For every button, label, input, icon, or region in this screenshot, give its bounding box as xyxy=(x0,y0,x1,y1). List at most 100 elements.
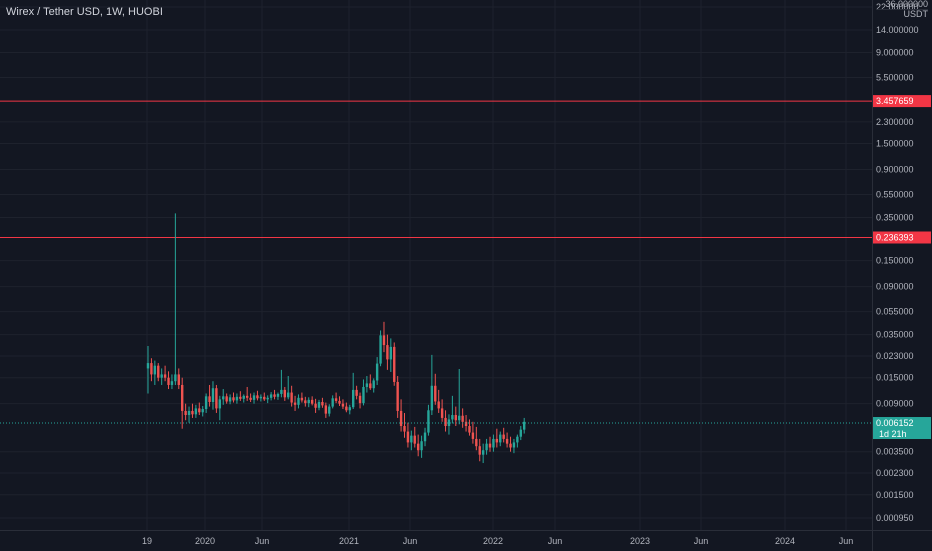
candle xyxy=(416,434,420,457)
candle-body xyxy=(451,415,454,420)
candle xyxy=(362,379,365,406)
candle xyxy=(454,406,457,427)
candle xyxy=(444,410,447,432)
candle xyxy=(427,404,430,436)
candle-body xyxy=(201,409,204,413)
candle-body xyxy=(492,438,495,448)
candle xyxy=(413,426,416,448)
candle-body xyxy=(232,397,235,401)
candle xyxy=(222,389,225,405)
candle-body xyxy=(245,395,249,398)
candle xyxy=(464,415,468,432)
candle xyxy=(321,397,324,408)
candle-body xyxy=(362,386,365,404)
candle-body xyxy=(475,438,478,447)
candle xyxy=(215,384,218,413)
candle xyxy=(334,392,338,404)
time-axis[interactable] xyxy=(0,530,872,551)
candle xyxy=(365,376,369,393)
candle-body xyxy=(235,396,239,401)
candle xyxy=(519,426,522,441)
candle-body xyxy=(505,438,509,444)
candle xyxy=(170,374,174,390)
candle xyxy=(174,213,177,385)
candle-body xyxy=(184,410,187,416)
candle xyxy=(399,399,403,432)
candle-body xyxy=(523,421,526,430)
candle-body xyxy=(365,383,369,387)
candle xyxy=(157,363,160,382)
candle-body xyxy=(341,403,345,407)
candle xyxy=(375,357,379,385)
candle-body xyxy=(187,410,191,416)
candle xyxy=(352,372,355,410)
candle-body xyxy=(328,406,331,414)
candle xyxy=(488,436,492,452)
candle-body xyxy=(150,363,153,375)
candle xyxy=(181,377,184,429)
candle-body xyxy=(434,385,437,402)
candle-body xyxy=(324,405,328,414)
candle xyxy=(420,435,423,458)
candle xyxy=(389,338,393,372)
candle xyxy=(396,376,399,418)
candle-body xyxy=(208,396,211,403)
price-axis[interactable] xyxy=(872,0,932,530)
candle-body xyxy=(458,415,461,421)
candle-body xyxy=(146,363,150,369)
candle-body xyxy=(283,389,286,398)
candle-body xyxy=(297,397,300,405)
candle xyxy=(495,428,499,448)
candle xyxy=(338,396,341,406)
price-axis-top-value: 36.000000 xyxy=(885,0,928,9)
candle-body xyxy=(437,401,440,409)
candle-body xyxy=(307,399,310,404)
candle-body xyxy=(372,380,375,389)
candle xyxy=(252,392,256,404)
candle-body xyxy=(485,443,488,451)
candle xyxy=(273,389,276,400)
candles xyxy=(146,213,526,464)
candle-body xyxy=(478,446,481,455)
candle-body xyxy=(177,374,180,385)
candle-body xyxy=(181,384,184,411)
candle xyxy=(485,438,488,455)
candle-body xyxy=(191,410,194,415)
candle xyxy=(348,404,351,415)
candle xyxy=(293,395,297,411)
candle xyxy=(423,427,427,447)
candle xyxy=(317,399,321,411)
symbol-title[interactable]: Wirex / Tether USD, 1W, HUOBI xyxy=(6,6,163,18)
candle xyxy=(314,398,317,413)
candle xyxy=(167,371,170,390)
candle-body xyxy=(410,435,413,443)
candle-body xyxy=(389,346,393,360)
candle xyxy=(283,386,286,401)
candle xyxy=(434,373,437,405)
price-axis-unit: 36.000000 USDT xyxy=(876,0,928,19)
candle-body xyxy=(314,403,317,408)
candle-body xyxy=(239,396,242,399)
candle xyxy=(218,395,222,421)
candle-body xyxy=(228,397,232,402)
candle xyxy=(341,399,345,410)
candle-body xyxy=(167,377,170,385)
candle xyxy=(331,395,334,409)
candle xyxy=(150,358,153,382)
candle-body xyxy=(516,436,519,443)
grid xyxy=(0,0,872,530)
candle xyxy=(499,431,502,447)
candle-body xyxy=(321,402,324,406)
candle xyxy=(382,321,386,353)
candle-body xyxy=(310,399,314,404)
candle-body xyxy=(259,396,263,399)
candle xyxy=(208,384,211,407)
candle-body xyxy=(249,397,252,400)
candle xyxy=(280,369,283,398)
candle xyxy=(307,397,310,408)
candle-body xyxy=(399,410,403,427)
candle xyxy=(516,434,519,448)
candle xyxy=(471,421,475,444)
